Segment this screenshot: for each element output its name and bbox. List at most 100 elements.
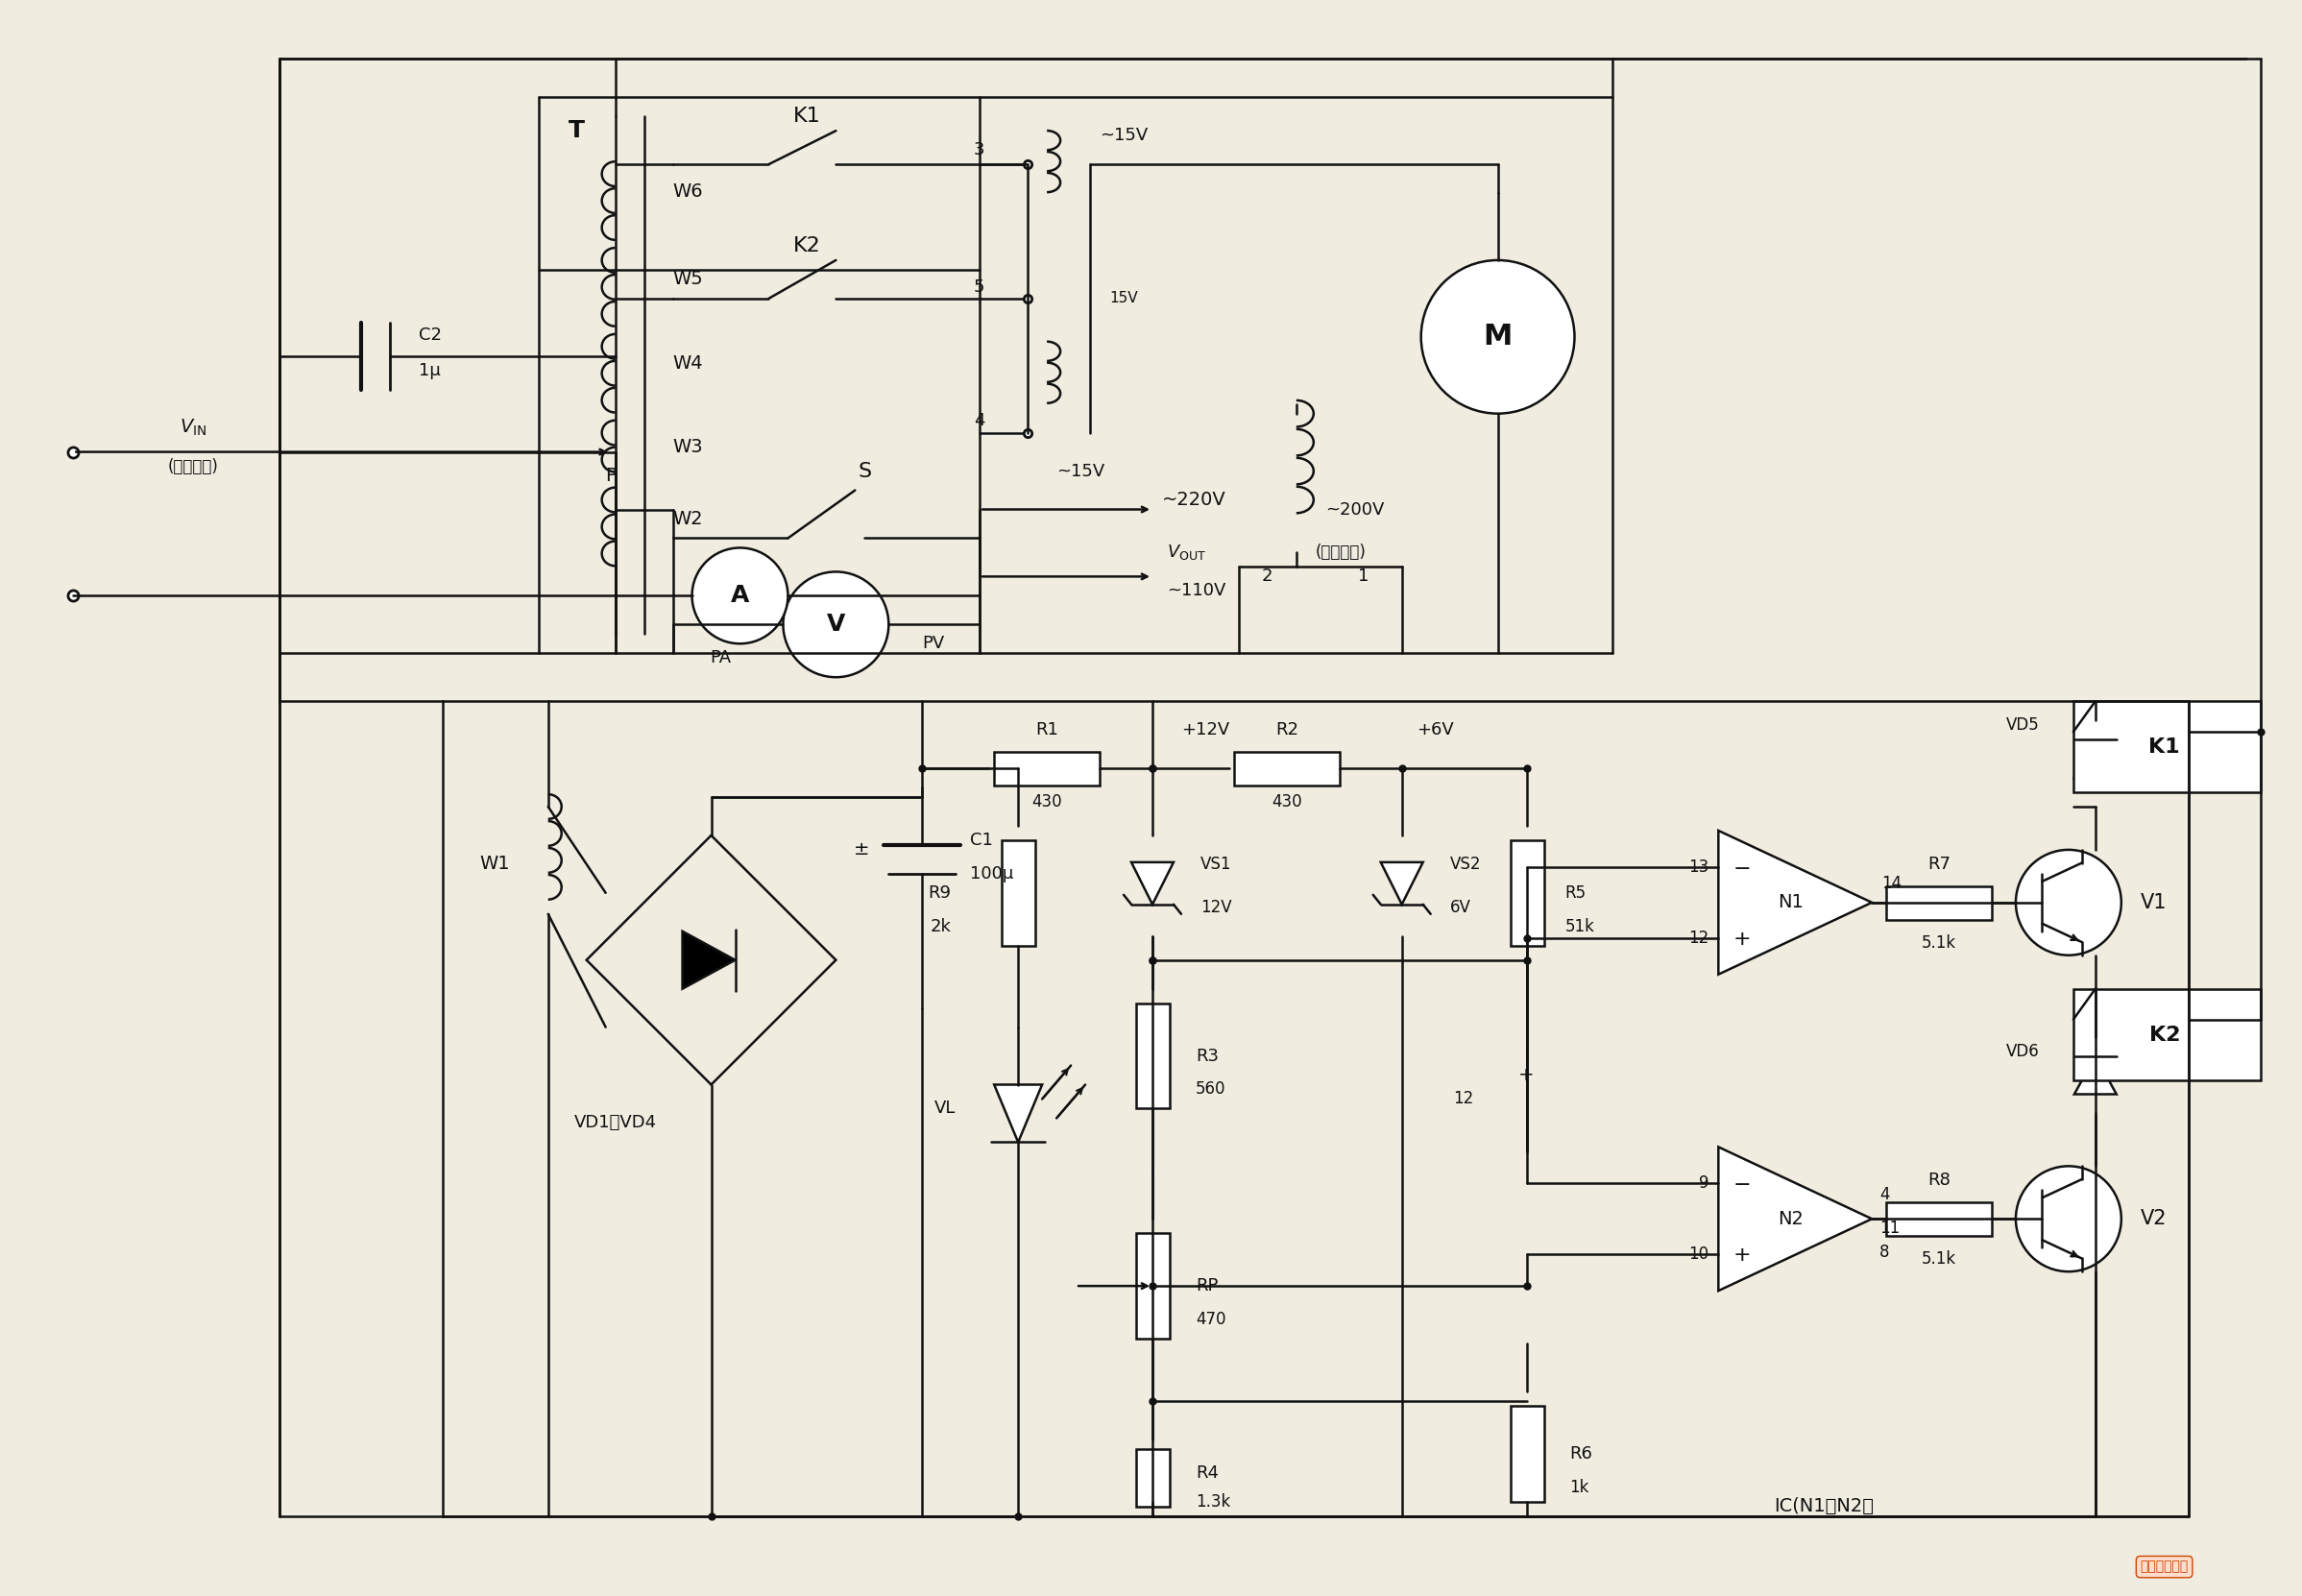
Text: 6V: 6V xyxy=(1450,899,1471,916)
Text: S: S xyxy=(859,461,872,480)
Text: (市电电压): (市电电压) xyxy=(168,458,219,476)
Text: VD6: VD6 xyxy=(2007,1042,2040,1060)
Text: K2: K2 xyxy=(2148,1025,2180,1044)
Text: W5: W5 xyxy=(672,270,704,289)
Text: V1: V1 xyxy=(2141,892,2166,911)
Circle shape xyxy=(2017,849,2120,956)
Text: R6: R6 xyxy=(1570,1444,1593,1462)
Text: 14: 14 xyxy=(1881,875,1901,892)
Text: R8: R8 xyxy=(1927,1171,1950,1189)
Text: C2: C2 xyxy=(419,326,442,343)
Polygon shape xyxy=(2074,739,2116,777)
Text: K2: K2 xyxy=(794,236,822,255)
Bar xyxy=(1137,1449,1169,1507)
Text: VD5: VD5 xyxy=(2007,717,2040,734)
Text: 1: 1 xyxy=(1358,568,1370,586)
Text: RP: RP xyxy=(1195,1277,1218,1294)
Polygon shape xyxy=(1130,862,1174,905)
Text: C1: C1 xyxy=(969,832,992,849)
Polygon shape xyxy=(1381,862,1423,905)
Text: N1: N1 xyxy=(1777,894,1802,911)
Text: $V_{\rm OUT}$: $V_{\rm OUT}$ xyxy=(1167,543,1206,562)
Bar xyxy=(2074,701,2261,792)
Text: W2: W2 xyxy=(672,509,702,528)
Circle shape xyxy=(693,547,787,643)
Text: PA: PA xyxy=(709,650,732,667)
Bar xyxy=(1137,1234,1169,1339)
Text: W4: W4 xyxy=(672,354,702,373)
Text: 推库电子市场: 推库电子市场 xyxy=(2141,1561,2189,1574)
Text: N2: N2 xyxy=(1777,1210,1802,1227)
Text: VD1～VD4: VD1～VD4 xyxy=(573,1114,656,1132)
Text: +: + xyxy=(1519,1066,1535,1084)
Text: +: + xyxy=(1733,1246,1752,1266)
Text: V: V xyxy=(826,613,845,635)
Text: $V_{\rm IN}$: $V_{\rm IN}$ xyxy=(180,418,207,439)
Text: R4: R4 xyxy=(1195,1464,1218,1481)
Text: ~15V: ~15V xyxy=(1057,463,1105,480)
Text: +: + xyxy=(1733,929,1752,948)
Text: 51k: 51k xyxy=(1565,918,1595,935)
Polygon shape xyxy=(994,1085,1043,1143)
Polygon shape xyxy=(681,930,734,990)
Text: ~200V: ~200V xyxy=(1326,501,1384,519)
Text: VS2: VS2 xyxy=(1450,855,1480,873)
Bar xyxy=(1510,1406,1545,1502)
Text: 4: 4 xyxy=(1878,1186,1890,1203)
Bar xyxy=(994,752,1100,785)
Bar xyxy=(1885,886,1991,919)
Text: ~110V: ~110V xyxy=(1167,583,1225,600)
Text: 1.3k: 1.3k xyxy=(1195,1492,1229,1510)
Bar xyxy=(1137,1004,1169,1109)
Text: 5.1k: 5.1k xyxy=(1922,1251,1957,1267)
Text: 2k: 2k xyxy=(930,918,951,935)
Text: 4: 4 xyxy=(974,412,985,429)
Text: (稳压输出): (稳压输出) xyxy=(1314,544,1367,562)
Text: 430: 430 xyxy=(1031,793,1061,811)
Text: W1: W1 xyxy=(479,855,509,873)
Text: 2: 2 xyxy=(1261,568,1273,586)
Text: M: M xyxy=(1482,322,1512,351)
Text: 1k: 1k xyxy=(1570,1478,1588,1495)
Text: 5.1k: 5.1k xyxy=(1922,934,1957,951)
Text: K1: K1 xyxy=(2148,737,2180,757)
Circle shape xyxy=(2017,1167,2120,1272)
Text: 470: 470 xyxy=(1195,1310,1227,1328)
Text: 100μ: 100μ xyxy=(969,865,1013,883)
Text: 9: 9 xyxy=(1699,1175,1708,1192)
Text: ~220V: ~220V xyxy=(1163,490,1227,509)
Text: +12V: +12V xyxy=(1181,721,1229,739)
Text: W6: W6 xyxy=(672,182,702,200)
Text: 12V: 12V xyxy=(1199,899,1232,916)
Text: −: − xyxy=(1733,859,1752,878)
Text: 5: 5 xyxy=(974,278,985,295)
Text: P: P xyxy=(605,466,617,485)
Polygon shape xyxy=(2074,1057,2116,1095)
Text: 430: 430 xyxy=(1271,793,1303,811)
Polygon shape xyxy=(1717,830,1872,975)
Text: R2: R2 xyxy=(1275,721,1298,739)
Circle shape xyxy=(783,571,889,677)
Text: 12: 12 xyxy=(1453,1090,1473,1108)
Bar xyxy=(2074,990,2261,1080)
Text: 11: 11 xyxy=(1878,1219,1899,1237)
Text: T: T xyxy=(569,120,585,142)
Text: 1μ: 1μ xyxy=(419,362,440,380)
Bar xyxy=(1001,839,1036,946)
Text: K1: K1 xyxy=(794,107,822,126)
Bar xyxy=(1510,839,1545,946)
Text: W3: W3 xyxy=(672,437,702,456)
Text: IC(N1、N2）: IC(N1、N2） xyxy=(1775,1497,1874,1516)
Text: R9: R9 xyxy=(928,884,951,902)
Text: V2: V2 xyxy=(2141,1210,2166,1229)
Text: −: − xyxy=(1733,1176,1752,1195)
Text: ±: ± xyxy=(854,841,870,859)
Text: R3: R3 xyxy=(1195,1047,1218,1065)
Text: VL: VL xyxy=(935,1100,955,1117)
Text: 10: 10 xyxy=(1690,1246,1708,1262)
Text: 12: 12 xyxy=(1687,929,1708,946)
Text: VS1: VS1 xyxy=(1199,855,1232,873)
Bar xyxy=(1885,1202,1991,1237)
Circle shape xyxy=(1420,260,1575,413)
Polygon shape xyxy=(1717,1148,1872,1291)
